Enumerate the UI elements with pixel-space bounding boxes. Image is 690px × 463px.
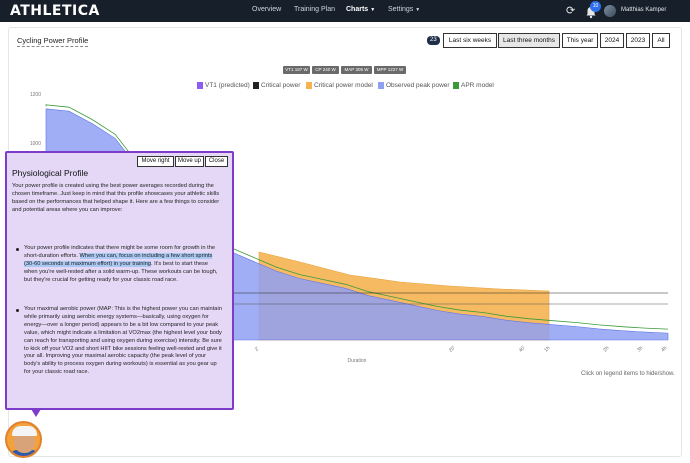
physiological-profile-popover <box>5 151 234 410</box>
range-last-three-months[interactable]: Last three months <box>498 33 560 48</box>
nav-overview[interactable]: Overview <box>252 6 282 13</box>
range-2024[interactable]: 2024 <box>600 33 624 48</box>
coach-body <box>9 450 40 456</box>
range-last-six-weeks[interactable]: Last six weeks <box>443 33 497 48</box>
nav-charts[interactable]: Charts ▼ <box>346 6 375 13</box>
move-right-button[interactable]: Move right <box>137 156 174 167</box>
coach-cap <box>12 426 37 436</box>
user-avatar[interactable] <box>604 5 616 17</box>
popover-arrow <box>31 409 41 417</box>
range-all[interactable]: All <box>652 33 670 48</box>
bullet1-text: Your power profile indicates that there … <box>24 245 216 259</box>
nav-training-plan[interactable]: Training Plan <box>294 6 335 13</box>
legend-critical-power[interactable]: Critical power <box>261 82 301 89</box>
legend-swatch-observed <box>378 82 384 89</box>
x-tick-label: 20' <box>448 345 457 354</box>
top-navbar <box>0 0 690 22</box>
nav-settings-label: Settings <box>388 6 414 13</box>
chevron-down-icon: ▼ <box>370 7 376 13</box>
legend-swatch-cp <box>253 82 259 89</box>
move-up-button[interactable]: Move up <box>175 156 204 167</box>
bullet-dot <box>16 248 19 251</box>
count-badge: 23 <box>427 36 440 45</box>
range-this-year[interactable]: This year <box>562 33 598 48</box>
legend-swatch-vt1 <box>197 82 203 89</box>
x-tick-label: 2h <box>602 345 610 353</box>
y-tick-label: 1000 <box>30 141 41 147</box>
stat-vt1: VT1 187 W <box>283 66 310 74</box>
stat-cp: CP 240 W <box>312 66 339 74</box>
legend-observed-peak[interactable]: Observed peak power <box>386 82 450 89</box>
popover-bullet-1: Your power profile indicates that there … <box>24 245 223 285</box>
x-tick-label: 3h <box>636 345 644 353</box>
legend-cp-model[interactable]: Critical power model <box>314 82 373 89</box>
athletica-logo[interactable]: ATHLETICA <box>10 3 100 19</box>
card-title[interactable]: Cycling Power Profile <box>17 36 89 47</box>
sync-icon[interactable]: ⟳ <box>566 5 576 17</box>
legend-vt1[interactable]: VT1 (predicted) <box>205 82 250 89</box>
nav-settings[interactable]: Settings ▼ <box>388 6 420 13</box>
notification-badge: 10 <box>590 1 601 12</box>
x-tick-label: 40' <box>518 345 527 354</box>
bullet1-text-end: . It's best to start these when you're w… <box>24 260 218 283</box>
range-2023[interactable]: 2023 <box>626 33 650 48</box>
legend-swatch-cp-model <box>306 82 312 89</box>
coach-avatar[interactable] <box>5 421 42 458</box>
user-name[interactable]: Matthias Kamper <box>621 7 667 13</box>
x-tick-label: 1h <box>543 345 551 353</box>
nav-charts-label: Charts <box>346 6 369 13</box>
x-tick-label: 4h <box>660 345 668 353</box>
legend-hint: Click on legend items to hide/show. <box>581 371 675 377</box>
close-button[interactable]: Close <box>205 156 228 167</box>
popover-bullet-2: Your maximal aerobic power (MAP: This is… <box>24 306 222 376</box>
popover-title: Physiological Profile <box>12 168 89 178</box>
stat-mpp: MPP 1227 W <box>374 66 406 74</box>
x-tick-label: 2' <box>254 346 261 353</box>
popover-intro: Your power profile is created using the … <box>12 183 220 213</box>
legend-apr-model[interactable]: APR model <box>461 82 494 89</box>
bullet-dot <box>16 309 19 312</box>
x-axis-label: Duration <box>348 358 367 364</box>
stat-map: MAP 305 W <box>341 66 372 74</box>
y-tick-label: 1200 <box>30 92 41 98</box>
chevron-down-icon: ▼ <box>415 7 421 13</box>
legend-swatch-apr <box>453 82 459 89</box>
